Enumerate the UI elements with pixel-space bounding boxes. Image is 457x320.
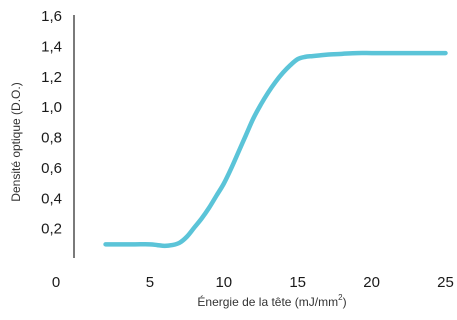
y-tick-label: 0,8 (41, 130, 62, 147)
x-tick-label: 20 (363, 274, 380, 291)
y-tick-label: 0,4 (41, 190, 62, 207)
y-tick-label: 1,6 (41, 8, 62, 25)
y-tick-label: 0,2 (41, 221, 62, 238)
series-layer (103, 50, 448, 249)
x-tick-label: 15 (289, 274, 306, 291)
x-axis-title-main: Énergie de la tête (mJ/mm (197, 294, 338, 309)
y-axis-title: Densité optique (D.O.) (9, 82, 23, 201)
x-axis-title-superscript: 2 (338, 293, 343, 302)
x-tick-label: 0 (52, 274, 60, 291)
y-tick-label: 1,2 (41, 69, 62, 86)
y-tick-labels: 0,2 0,4 0,6 0,8 1,0 1,2 1,4 1,6 (41, 8, 62, 238)
x-tick-label: 25 (437, 274, 454, 291)
y-tick-label: 1,4 (41, 38, 62, 55)
y-tick-label: 0,6 (41, 160, 62, 177)
x-axis-title: Énergie de la tête (mJ/mm2) (197, 293, 346, 309)
x-axis-title-suffix: ) (343, 295, 347, 309)
series-line (103, 50, 448, 249)
x-tick-labels: 0 5 10 15 20 25 (52, 274, 454, 291)
y-tick-label: 1,0 (41, 99, 62, 116)
x-tick-label: 10 (215, 274, 232, 291)
x-tick-label: 5 (146, 274, 154, 291)
